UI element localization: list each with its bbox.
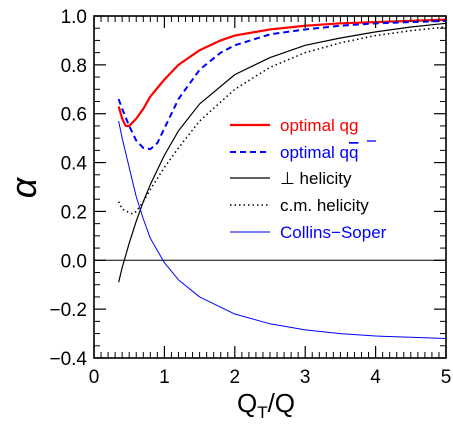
legend-entry-collins-soper: Collins−Soper	[230, 223, 387, 242]
legend-entry-perp-helicity: ⊥ helicity	[230, 169, 352, 188]
x-tick-label: 5	[441, 367, 452, 388]
series-line-2	[118, 22, 447, 283]
y-axis-label: α	[3, 176, 44, 198]
legend-entry-optimal-qg: optimal qg	[230, 116, 358, 135]
series-line-1	[117, 19, 447, 151]
series-line-0	[117, 18, 447, 128]
x-tick-label: 0	[89, 367, 100, 388]
y-tick-label: 0.2	[61, 202, 87, 223]
legend-label-collins-soper: Collins−Soper	[280, 223, 387, 242]
x-tick-label: 2	[230, 367, 241, 388]
legend-entry-optimal-qqbar: optimal qq	[230, 140, 376, 162]
legend-label-optimal-qqbar: optimal qq	[280, 143, 358, 162]
x-tick-label: 1	[159, 367, 170, 388]
legend: optimal qg optimal qq ⊥ helicity c.m. he…	[230, 116, 387, 242]
x-axis-label: QT/Q	[237, 388, 295, 422]
y-tick-label: −0.2	[49, 300, 87, 321]
y-tick-label: 1.0	[61, 7, 87, 28]
series-layer	[117, 18, 447, 339]
y-tick-label: 0.8	[61, 56, 87, 77]
y-tick-label: 0.6	[61, 105, 87, 126]
legend-label-cm-helicity: c.m. helicity	[280, 196, 369, 215]
y-tick-label: −0.4	[49, 349, 87, 370]
y-tick-label: 0.4	[61, 154, 88, 175]
x-tick-label: 4	[370, 367, 381, 388]
legend-label-optimal-qg: optimal qg	[280, 116, 358, 135]
y-tick-label: 0.0	[61, 251, 87, 272]
legend-label-perp-helicity: ⊥ helicity	[280, 169, 352, 188]
ticks-layer	[93, 15, 447, 359]
series-line-3	[117, 26, 447, 215]
series-line-4	[118, 120, 447, 339]
x-tick-label: 3	[300, 367, 311, 388]
legend-entry-cm-helicity: c.m. helicity	[230, 196, 369, 215]
tick-labels-layer: 0 1 2 3 4 5 −0.4 −0.2 0.0 0.2 0.4 0.6 0.8 1.0	[49, 7, 451, 388]
